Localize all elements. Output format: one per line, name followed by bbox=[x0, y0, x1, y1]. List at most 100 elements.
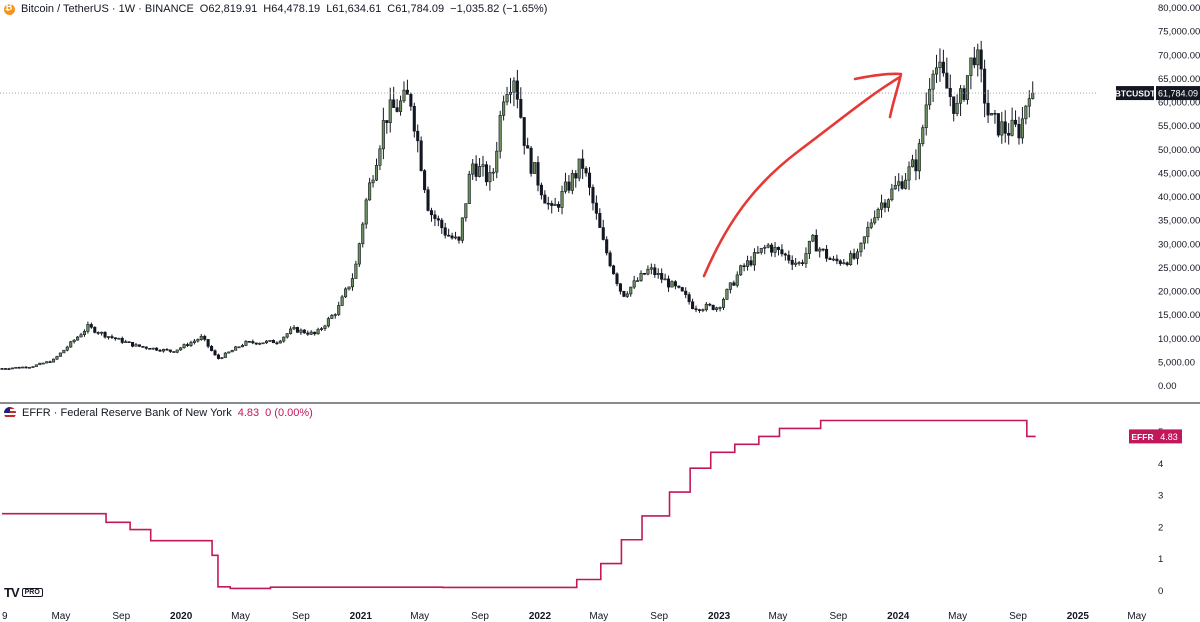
candle bbox=[711, 304, 715, 310]
candle bbox=[450, 235, 454, 239]
candle bbox=[691, 301, 695, 310]
candle bbox=[344, 288, 348, 298]
candle bbox=[488, 172, 492, 183]
indicator-title[interactable]: EFFR · Federal Reserve Bank of New York bbox=[22, 407, 232, 419]
logo-pro-badge: PRO bbox=[21, 588, 43, 597]
candle bbox=[996, 113, 1000, 136]
candle bbox=[594, 202, 598, 214]
price-axis-tick: 0.00 bbox=[1158, 381, 1177, 392]
candle bbox=[880, 202, 884, 210]
candle bbox=[45, 361, 49, 364]
time-axis-tick: 2024 bbox=[887, 611, 910, 622]
candle bbox=[866, 227, 870, 238]
candle bbox=[292, 327, 296, 330]
candle bbox=[591, 187, 595, 204]
candle bbox=[732, 282, 736, 286]
candle bbox=[1024, 105, 1028, 120]
time-axis-tick: May bbox=[410, 611, 429, 622]
candle bbox=[838, 260, 842, 264]
candle bbox=[498, 115, 502, 152]
candle bbox=[746, 260, 750, 267]
candle bbox=[347, 286, 351, 290]
candle bbox=[1027, 98, 1031, 107]
candle bbox=[261, 342, 265, 345]
candle bbox=[629, 286, 633, 295]
candle bbox=[268, 339, 272, 342]
change-value: −1,035.82 (−1.65%) bbox=[450, 3, 548, 15]
candle bbox=[340, 296, 344, 306]
candle bbox=[24, 366, 28, 369]
candle bbox=[821, 248, 825, 251]
candle bbox=[21, 366, 25, 369]
candle bbox=[110, 336, 114, 338]
close-value: C61,784.09 bbox=[387, 3, 445, 15]
candle bbox=[62, 349, 66, 354]
effr-axis-tick: 3 bbox=[1158, 491, 1163, 502]
candle bbox=[515, 80, 519, 100]
candle bbox=[254, 342, 258, 345]
candle bbox=[965, 75, 969, 100]
candle bbox=[642, 272, 647, 275]
candle bbox=[457, 236, 461, 241]
candle bbox=[653, 267, 657, 275]
candle bbox=[1014, 119, 1018, 125]
candle bbox=[952, 96, 956, 114]
candle bbox=[907, 166, 911, 181]
candle bbox=[203, 335, 207, 340]
candle bbox=[725, 289, 729, 300]
candle bbox=[172, 351, 176, 353]
candle bbox=[206, 339, 210, 347]
candle bbox=[701, 309, 705, 312]
time-axis-tick: Sep bbox=[292, 611, 310, 622]
candle bbox=[213, 350, 217, 356]
price-axis-tick: 5,000.00 bbox=[1158, 357, 1195, 368]
candle bbox=[704, 303, 708, 311]
candle bbox=[539, 184, 543, 196]
candle bbox=[337, 305, 341, 315]
candle bbox=[897, 181, 901, 186]
candle bbox=[185, 344, 190, 346]
candle bbox=[773, 247, 777, 253]
candle bbox=[804, 253, 808, 264]
candle bbox=[385, 120, 389, 123]
candle bbox=[237, 346, 241, 349]
time-axis-tick: May bbox=[231, 611, 250, 622]
price-axis-tick: 25,000.00 bbox=[1158, 263, 1200, 274]
candle bbox=[72, 339, 76, 343]
candle bbox=[275, 342, 279, 345]
candle bbox=[526, 145, 530, 149]
candle bbox=[1000, 121, 1004, 136]
candle bbox=[471, 163, 475, 175]
candle bbox=[828, 258, 832, 260]
symbol-title[interactable]: Bitcoin / TetherUS · 1W · BINANCE bbox=[21, 3, 194, 15]
candle bbox=[656, 272, 660, 275]
candle bbox=[161, 348, 166, 352]
candle bbox=[993, 113, 997, 115]
candle bbox=[309, 331, 313, 335]
candle bbox=[639, 272, 643, 281]
candle bbox=[100, 331, 104, 334]
candle bbox=[117, 337, 121, 340]
candle bbox=[416, 130, 420, 142]
candle bbox=[948, 87, 952, 98]
candle bbox=[244, 341, 248, 346]
candle bbox=[959, 88, 963, 104]
candle bbox=[529, 147, 533, 174]
candle bbox=[14, 367, 18, 369]
logo-mark: TV bbox=[4, 585, 20, 600]
candle bbox=[3, 368, 7, 370]
candle bbox=[739, 265, 743, 276]
price-tag-value-bg bbox=[1156, 86, 1200, 101]
tradingview-logo[interactable]: TV PRO bbox=[4, 585, 43, 600]
candle bbox=[453, 236, 458, 239]
candle bbox=[381, 120, 385, 150]
candle bbox=[976, 49, 980, 66]
candle bbox=[502, 101, 506, 116]
effr-axis-tick: 1 bbox=[1158, 554, 1163, 565]
candle bbox=[251, 341, 255, 344]
candle bbox=[17, 367, 21, 369]
candle bbox=[69, 341, 73, 348]
candle bbox=[258, 342, 262, 345]
candle bbox=[835, 258, 839, 262]
